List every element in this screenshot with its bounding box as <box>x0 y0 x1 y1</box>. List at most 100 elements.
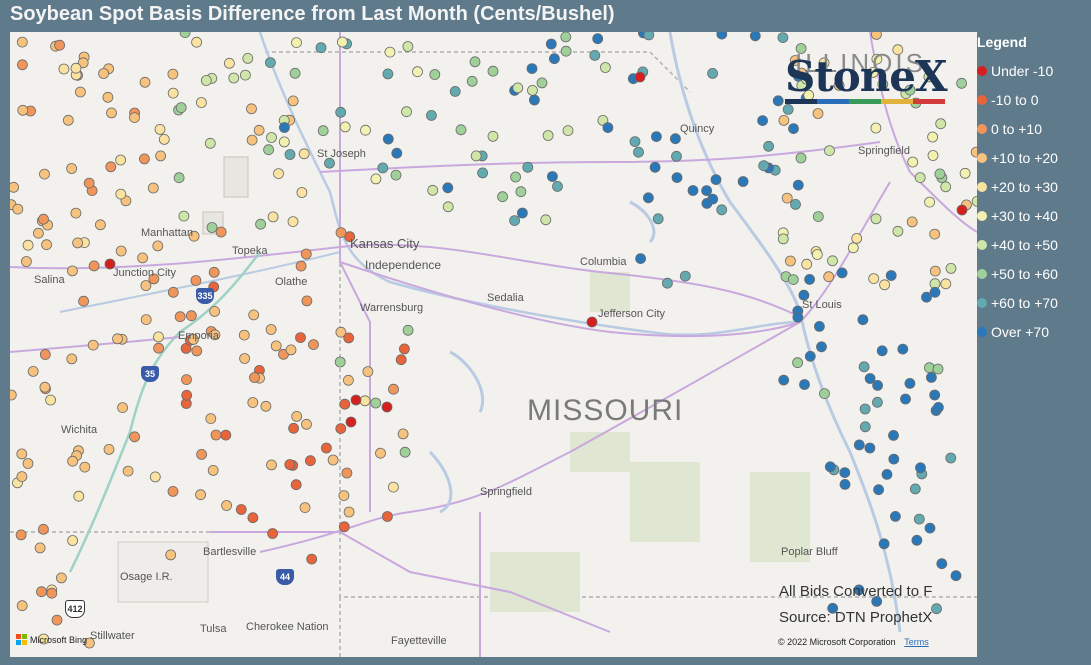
bid-location-marker[interactable] <box>248 309 260 321</box>
bid-location-marker[interactable] <box>270 340 282 352</box>
bid-location-marker[interactable] <box>255 218 267 230</box>
bid-location-marker[interactable] <box>195 97 207 108</box>
bid-location-marker[interactable] <box>278 122 290 133</box>
bid-location-marker[interactable] <box>384 46 396 58</box>
bid-location-marker[interactable] <box>662 277 673 289</box>
bid-location-marker[interactable] <box>716 32 728 40</box>
bid-location-marker[interactable] <box>814 320 825 332</box>
bid-location-marker[interactable] <box>798 289 810 301</box>
bid-location-marker[interactable] <box>345 416 357 428</box>
bid-location-marker[interactable] <box>795 43 807 54</box>
bid-location-marker[interactable] <box>592 33 604 45</box>
bid-location-marker[interactable] <box>904 84 916 96</box>
bid-location-marker[interactable] <box>757 115 768 126</box>
bid-location-marker[interactable] <box>215 226 227 238</box>
bid-location-marker[interactable] <box>940 278 952 290</box>
bid-location-marker[interactable] <box>634 71 646 83</box>
bid-location-marker[interactable] <box>22 458 34 469</box>
bid-location-marker[interactable] <box>395 354 407 366</box>
bid-location-marker[interactable] <box>859 403 871 415</box>
bid-location-marker[interactable] <box>929 228 941 240</box>
bid-location-marker[interactable] <box>549 53 560 65</box>
bid-location-marker[interactable] <box>449 86 461 97</box>
bid-location-marker[interactable] <box>221 500 233 511</box>
bid-location-marker[interactable] <box>455 124 467 136</box>
bid-location-marker[interactable] <box>819 388 830 400</box>
bid-location-marker[interactable] <box>22 239 34 251</box>
bid-location-marker[interactable] <box>858 361 870 373</box>
bid-location-marker[interactable] <box>387 481 399 493</box>
bid-location-marker[interactable] <box>924 196 935 208</box>
bid-location-marker[interactable] <box>167 485 179 497</box>
bid-location-marker[interactable] <box>343 506 355 518</box>
bid-location-marker[interactable] <box>375 447 386 459</box>
bid-location-marker[interactable] <box>868 273 880 285</box>
bid-location-marker[interactable] <box>397 428 409 440</box>
bid-location-marker[interactable] <box>701 185 712 197</box>
bid-location-marker[interactable] <box>801 73 812 85</box>
bid-location-marker[interactable] <box>208 266 220 278</box>
bid-location-marker[interactable] <box>876 345 888 357</box>
bid-location-marker[interactable] <box>795 152 807 164</box>
bid-location-marker[interactable] <box>470 150 482 162</box>
bid-location-marker[interactable] <box>864 442 876 454</box>
bid-location-marker[interactable] <box>32 227 44 239</box>
bid-location-marker[interactable] <box>98 68 109 79</box>
legend-item[interactable]: Over +70 <box>977 317 1091 346</box>
bid-location-marker[interactable] <box>290 479 302 491</box>
bid-location-marker[interactable] <box>338 521 350 533</box>
bid-location-marker[interactable] <box>220 429 232 441</box>
bid-location-marker[interactable] <box>890 510 901 522</box>
bid-location-marker[interactable] <box>185 310 197 322</box>
bid-location-marker[interactable] <box>915 462 926 474</box>
bid-location-marker[interactable] <box>84 637 95 649</box>
bid-location-marker[interactable] <box>649 161 661 173</box>
bid-location-marker[interactable] <box>299 502 311 514</box>
bid-location-marker[interactable] <box>864 373 876 384</box>
bid-location-marker[interactable] <box>304 455 316 467</box>
bid-location-marker[interactable] <box>206 222 218 233</box>
bid-location-marker[interactable] <box>289 67 301 79</box>
bid-location-marker[interactable] <box>117 402 128 414</box>
bid-location-marker[interactable] <box>602 122 614 133</box>
bid-location-marker[interactable] <box>812 108 824 119</box>
bid-location-marker[interactable] <box>317 125 329 137</box>
bid-location-marker[interactable] <box>651 131 662 142</box>
bid-location-marker[interactable] <box>871 53 883 65</box>
bid-location-marker[interactable] <box>343 332 355 344</box>
bid-location-marker[interactable] <box>799 379 810 390</box>
bid-location-marker[interactable] <box>154 124 166 135</box>
bid-location-marker[interactable] <box>342 374 354 386</box>
bid-location-marker[interactable] <box>10 181 19 193</box>
bid-location-marker[interactable] <box>892 44 904 56</box>
bid-location-marker[interactable] <box>173 172 185 184</box>
bid-location-marker[interactable] <box>936 558 948 570</box>
bid-location-marker[interactable] <box>137 252 149 264</box>
bid-location-marker[interactable] <box>790 198 801 210</box>
bid-location-marker[interactable] <box>51 614 63 626</box>
bid-location-marker[interactable] <box>824 145 835 156</box>
bid-location-marker[interactable] <box>175 102 187 113</box>
bid-location-marker[interactable] <box>871 596 883 607</box>
legend-item[interactable]: 0 to +10 <box>977 114 1091 143</box>
bid-location-marker[interactable] <box>643 32 655 41</box>
bid-location-marker[interactable] <box>956 204 968 216</box>
bid-location-marker[interactable] <box>927 150 939 161</box>
bid-location-marker[interactable] <box>10 389 17 401</box>
bid-location-marker[interactable] <box>247 512 259 524</box>
bid-location-marker[interactable] <box>153 331 164 343</box>
bid-location-marker[interactable] <box>749 32 761 42</box>
legend-item[interactable]: +50 to +60 <box>977 259 1091 288</box>
bid-location-marker[interactable] <box>301 295 313 307</box>
bid-location-marker[interactable] <box>526 63 538 74</box>
bid-location-marker[interactable] <box>179 32 191 38</box>
bid-location-marker[interactable] <box>929 389 941 401</box>
bid-location-marker[interactable] <box>190 275 202 286</box>
bid-location-marker[interactable] <box>812 211 824 223</box>
bid-location-marker[interactable] <box>105 161 117 173</box>
bid-location-marker[interactable] <box>827 602 839 614</box>
bid-location-marker[interactable] <box>167 87 179 99</box>
legend-item[interactable]: +60 to +70 <box>977 288 1091 317</box>
bid-location-marker[interactable] <box>737 176 749 187</box>
bid-location-marker[interactable] <box>381 511 393 522</box>
